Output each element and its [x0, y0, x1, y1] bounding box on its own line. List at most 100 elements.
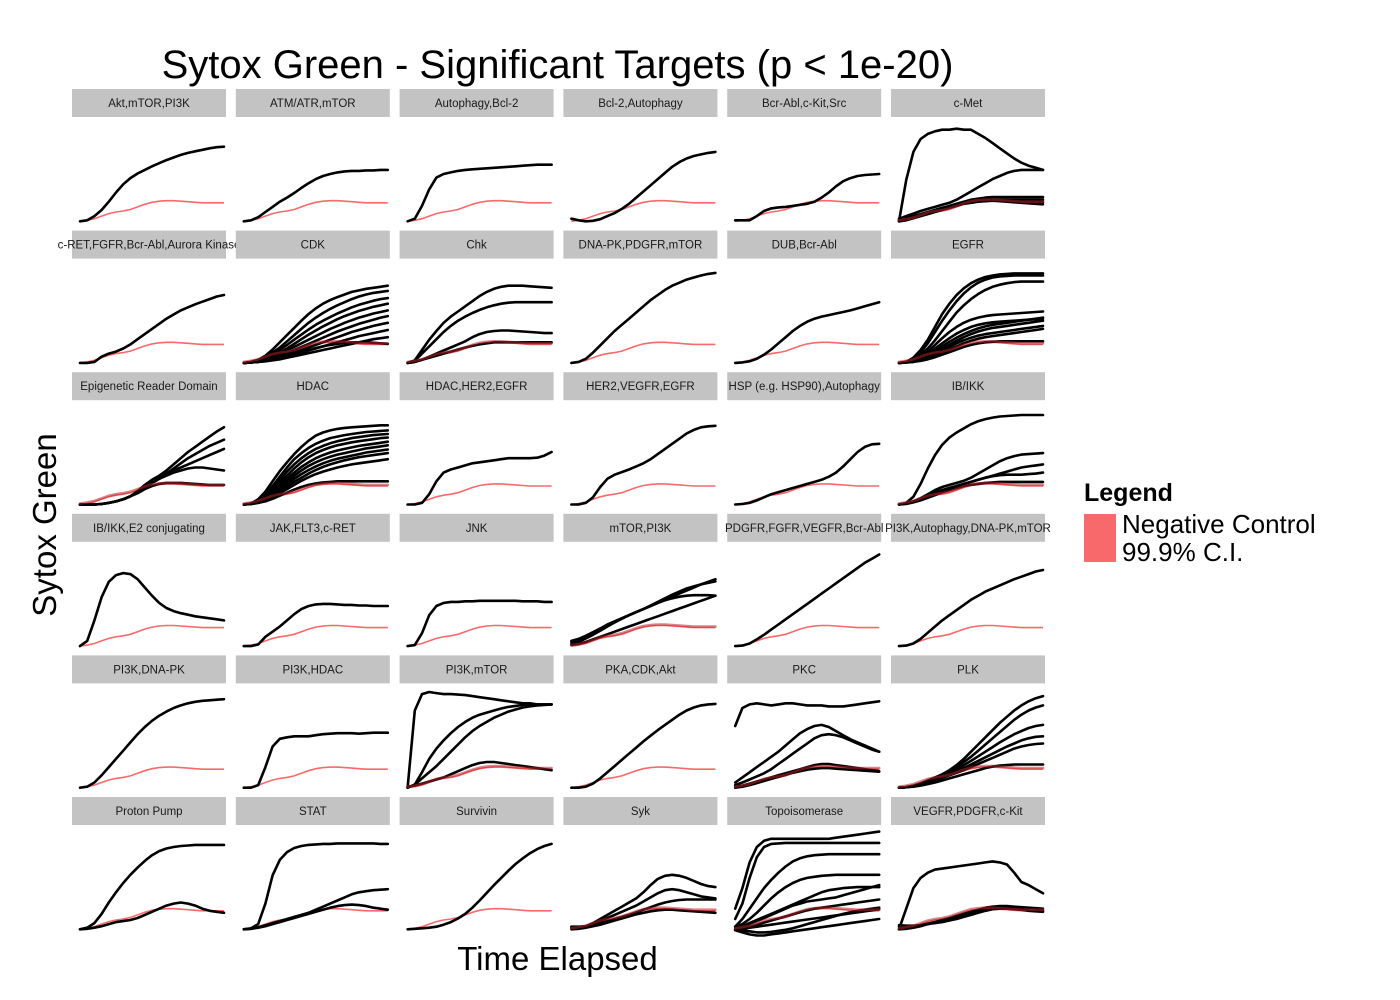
facet-strip [235, 89, 390, 117]
facet-label: PDGFR,FGFR,VEGFR,Bcr-Abl [725, 523, 883, 535]
facet-label: Chk [466, 240, 487, 252]
facet-label: EGFR [952, 240, 984, 252]
facet-label: c-RET,FGFR,Bcr-Abl,Aurora Kinase [58, 240, 241, 252]
facet-label: JNK [466, 523, 488, 535]
legend: Legend Negative Control 99.9% C.I. [1084, 478, 1316, 566]
facet-panel: c-Met [891, 89, 1045, 223]
control-overlap-band [78, 481, 226, 505]
target-series-line [78, 447, 226, 506]
control-ci-line [407, 907, 552, 931]
target-series-line [570, 424, 717, 506]
facet-label: PI3K,DNA-PK [113, 664, 185, 676]
control-ci-line [243, 624, 388, 647]
target-series-line [733, 883, 881, 931]
target-series-line [406, 703, 553, 789]
facet-panel: Bcr-Abl,c-Kit,Src [727, 89, 882, 223]
facet-panel: HDAC,HER2,EGFR [399, 372, 554, 506]
facet-strip [399, 513, 554, 542]
target-series-line [733, 300, 881, 365]
facet-label: PKA,CDK,Akt [605, 664, 676, 676]
target-series-line [78, 901, 226, 931]
facet-label: Topoisomerase [765, 806, 843, 818]
target-series-line [242, 284, 390, 365]
facet-strip [235, 655, 390, 684]
target-series-line [733, 766, 881, 789]
facet-panel: PKA,CDK,Akt [563, 655, 718, 789]
facet-label: VEGFR,PDGFR,c-Kit [913, 806, 1023, 818]
facet-label: Akt,mTOR,PI3K [108, 98, 190, 110]
target-series-line [897, 763, 1045, 789]
target-series-line [897, 274, 1045, 365]
facet-strip [891, 372, 1045, 401]
target-series-line [78, 843, 226, 931]
target-series-line [570, 150, 717, 223]
facet-strip [399, 230, 554, 259]
facet-strip [563, 655, 718, 684]
facet-strip [727, 372, 882, 401]
target-series-line [406, 599, 553, 648]
facet-label: Epigenetic Reader Domain [80, 381, 217, 393]
facet-strip [399, 89, 554, 117]
target-series-line [78, 438, 226, 506]
facet-panel: Akt,mTOR,PI3K [72, 89, 226, 223]
control-ci-line [79, 766, 224, 789]
target-series-line [570, 580, 717, 644]
control-ci-line [407, 766, 552, 789]
facet-strip [72, 230, 226, 259]
facet-panel: PKC [727, 655, 882, 789]
facet-label: mTOR,PI3K [610, 523, 672, 535]
facet-panel: Epigenetic Reader Domain [72, 372, 226, 506]
target-series-line [78, 145, 226, 223]
target-series-line [733, 172, 881, 222]
target-series-line [406, 703, 553, 789]
facet-strip [891, 230, 1045, 259]
facet-panel: HER2,VEGFR,EGFR [563, 372, 718, 506]
legend-key-swatch [1084, 514, 1116, 562]
facet-label: IB/IKK [952, 381, 985, 393]
facet-panel: PLK [891, 655, 1045, 789]
facet-panel: JNK [399, 513, 554, 648]
facet-strip [399, 372, 554, 401]
target-series-line [733, 907, 881, 931]
facet-strip [891, 513, 1045, 542]
legend-key-label: Negative Control 99.9% C.I. [1122, 509, 1316, 567]
facet-panel: PI3K,mTOR [399, 655, 554, 789]
facet-strip [235, 513, 390, 542]
target-series-line [570, 271, 717, 365]
control-overlap-band [733, 906, 881, 930]
control-ci-line [79, 907, 224, 931]
target-series-line [406, 300, 553, 365]
facet-strip [563, 513, 718, 542]
target-series-line [897, 168, 1045, 220]
facet-strip [235, 797, 390, 825]
facet-panel: JAK,FLT3,c-RET [235, 513, 390, 648]
target-series-line [897, 694, 1045, 789]
target-series-line [733, 723, 881, 784]
facet-label: IB/IKK,E2 conjugating [93, 523, 205, 535]
target-series-line [78, 697, 226, 789]
facet-panel: IB/IKK [891, 372, 1045, 506]
control-ci-line [79, 624, 224, 647]
control-overlap-band [897, 906, 1045, 930]
facet-panel: EGFR [891, 230, 1045, 365]
facet-label: Autophagy,Bcl-2 [435, 98, 519, 110]
target-series-line [897, 413, 1045, 506]
facet-strip [399, 655, 554, 684]
facet-label: HDAC,HER2,EGFR [426, 381, 528, 393]
facet-panel: mTOR,PI3K [563, 513, 718, 647]
facet-panel: PI3K,HDAC [235, 655, 390, 789]
facet-label: CDK [301, 240, 326, 252]
target-series-line [242, 168, 390, 223]
target-series-line [733, 700, 881, 728]
target-series-line [406, 163, 553, 223]
facet-panel: c-RET,FGFR,Bcr-Abl,Aurora Kinase [58, 230, 241, 365]
facet-strip [72, 372, 226, 401]
facet-panel: Bcl-2,Autophagy [563, 89, 718, 223]
target-series-line [406, 842, 553, 931]
facet-panel: DNA-PK,PDGFR,mTOR [563, 230, 718, 365]
facet-strip [235, 372, 390, 401]
facet-strip [891, 797, 1045, 825]
facet-panel: PDGFR,FGFR,VEGFR,Bcr-Abl [725, 513, 883, 648]
target-series-line [733, 442, 881, 506]
